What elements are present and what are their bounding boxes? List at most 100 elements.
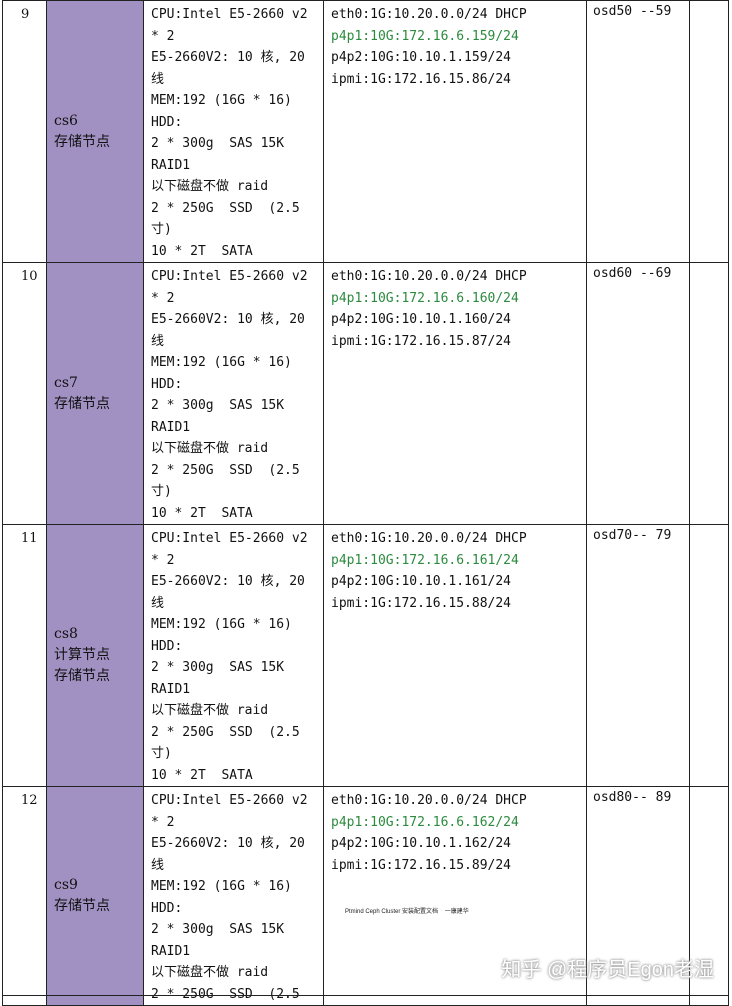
osd-range: osd60 --69 — [593, 266, 672, 281]
hardware-line: RAID1 — [151, 681, 191, 697]
host-cell: cs9 存储节点 — [46, 786, 144, 1006]
row-number-cell: 9 — [2, 0, 47, 263]
hardware-line: E5-2660V2: 10 核, 20 — [151, 574, 305, 589]
host-line: 存储节点 — [54, 395, 110, 412]
hardware-line: 线 — [151, 71, 165, 87]
osd-cell: osd70-- 79 — [586, 524, 690, 787]
network-cell: eth0:1G:10.20.0.0/24 DHCP p4p1:10G:172.16… — [323, 262, 587, 525]
hardware-line: 寸) — [151, 222, 172, 237]
row-number: 9 — [21, 7, 30, 22]
host-line: 存储节点 — [54, 898, 110, 914]
hardware-line: * 2 — [151, 28, 175, 44]
hardware-line: 10 * 2T SATA — [151, 767, 253, 783]
row-number-cell: 11 — [2, 524, 47, 787]
hardware-line: CPU:Intel E5-2660 v2 — [151, 793, 308, 808]
network-line: eth0:1G:10.20.0.0/24 DHCP — [331, 793, 527, 808]
hardware-line: E5-2660V2: 10 核, 20 — [151, 50, 305, 65]
hardware-line: E5-2660V2: 10 核, 20 — [151, 312, 305, 327]
osd-cell: osd80-- 89 — [586, 786, 690, 1006]
network-line: ipmi:1G:172.16.15.88/24 — [331, 595, 512, 611]
osd-cell: osd50 --59 — [586, 0, 690, 263]
table-row: 11 cs8 计算节点存储节点 CPU:Intel E5-2660 v2 * 2 E5-2… — [2, 524, 729, 787]
hardware-line: MEM:192 (16G * 16) — [151, 93, 292, 108]
row-number: 10 — [21, 269, 38, 284]
empty-cell — [689, 524, 729, 787]
hardware-line: CPU:Intel E5-2660 v2 — [151, 269, 308, 284]
row-number: 12 — [21, 793, 38, 808]
hardware-line: * 2 — [151, 814, 175, 830]
host-line: 计算节点 — [54, 647, 110, 663]
hardware-line: 寸) — [151, 484, 172, 499]
network-line: eth0:1G:10.20.0.0/24 DHCP — [331, 269, 527, 284]
hardware-line: RAID1 — [151, 419, 191, 435]
network-line: p4p1:10G:172.16.6.161/24 — [331, 552, 519, 568]
empty-cell — [689, 0, 729, 263]
network-line: eth0:1G:10.20.0.0/24 DHCP — [331, 7, 527, 22]
hardware-line: HDD: — [151, 900, 183, 916]
host-line: cs8 — [54, 626, 78, 642]
network-line: p4p1:10G:172.16.6.160/24 — [331, 290, 519, 306]
network-line: ipmi:1G:172.16.15.87/24 — [331, 333, 512, 349]
row-number-cell: 10 — [2, 262, 47, 525]
row-number: 11 — [21, 531, 38, 546]
hardware-cell: CPU:Intel E5-2660 v2 * 2 E5-2660V2: 10 核, … — [143, 524, 324, 787]
hardware-line: MEM:192 (16G * 16) — [151, 617, 292, 632]
osd-cell: osd60 --69 — [586, 262, 690, 525]
hardware-line: MEM:192 (16G * 16) — [151, 355, 292, 370]
hardware-line: * 2 — [151, 290, 175, 306]
hardware-line: 2 * 300g SAS 15K — [151, 136, 285, 151]
host-cell: cs7 存储节点 — [46, 262, 144, 525]
table-row: 9 cs6 存储节点 CPU:Intel E5-2660 v2 * 2 E5-2660V2… — [2, 0, 729, 263]
host-line: cs7 — [54, 374, 78, 391]
hardware-line: 以下磁盘不做 raid — [151, 441, 269, 456]
host-line: 存储节点 — [54, 133, 110, 150]
host-line: 存储节点 — [54, 668, 110, 684]
table-bottom-border — [2, 995, 728, 996]
network-line: p4p1:10G:172.16.6.159/24 — [331, 28, 519, 44]
network-cell: eth0:1G:10.20.0.0/24 DHCP p4p1:10G:172.16… — [323, 0, 587, 263]
hardware-cell: CPU:Intel E5-2660 v2 * 2 E5-2660V2: 10 核, … — [143, 786, 324, 1006]
table-row: 10 cs7 存储节点 CPU:Intel E5-2660 v2 * 2 E5-2660V… — [2, 262, 729, 525]
network-line: ipmi:1G:172.16.15.86/24 — [331, 71, 512, 87]
hardware-line: HDD: — [151, 114, 183, 130]
empty-cell — [689, 262, 729, 525]
hardware-line: 以下磁盘不做 raid — [151, 179, 269, 194]
network-line: p4p1:10G:172.16.6.162/24 — [331, 814, 519, 830]
network-line: p4p2:10G:10.10.1.162/24 — [331, 836, 512, 851]
table-row: 12 cs9 存储节点 CPU:Intel E5-2660 v2 * 2 E5-2660V… — [2, 786, 729, 1006]
host-line: cs9 — [54, 877, 78, 893]
hardware-line: 2 * 250G SSD (2.5 — [151, 724, 300, 740]
network-line: p4p2:10G:10.10.1.159/24 — [331, 50, 512, 65]
network-cell: eth0:1G:10.20.0.0/24 DHCP p4p1:10G:172.16… — [323, 524, 587, 787]
hardware-line: 线 — [151, 333, 165, 349]
hardware-line: 2 * 250G SSD (2.5 — [151, 200, 300, 216]
network-cell: eth0:1G:10.20.0.0/24 DHCP p4p1:10G:172.16… — [323, 786, 587, 1006]
document-caption: Ptmind Ceph Cluster 安装配置文档 一康建华 — [345, 909, 469, 915]
host-cell: cs6 存储节点 — [46, 0, 144, 263]
hardware-line: 寸) — [151, 746, 172, 761]
hardware-line: E5-2660V2: 10 核, 20 — [151, 836, 305, 851]
osd-range: osd80-- 89 — [593, 790, 672, 805]
hardware-line: 线 — [151, 857, 165, 873]
osd-range: osd70-- 79 — [593, 528, 672, 543]
hardware-line: RAID1 — [151, 157, 191, 173]
osd-range: osd50 --59 — [593, 4, 672, 19]
hardware-line: HDD: — [151, 376, 183, 392]
hardware-line: CPU:Intel E5-2660 v2 — [151, 531, 308, 546]
hardware-line: 以下磁盘不做 raid — [151, 703, 269, 718]
hardware-line: 线 — [151, 595, 165, 611]
hardware-line: 2 * 250G SSD (2.5 — [151, 462, 300, 478]
hardware-line: 2 * 300g SAS 15K — [151, 398, 285, 413]
hardware-cell: CPU:Intel E5-2660 v2 * 2 E5-2660V2: 10 核, … — [143, 0, 324, 263]
hardware-line: 2 * 300g SAS 15K — [151, 922, 285, 937]
hardware-line: HDD: — [151, 638, 183, 654]
hardware-line: 10 * 2T SATA — [151, 505, 253, 521]
hardware-line: 以下磁盘不做 raid — [151, 965, 269, 980]
hardware-line: MEM:192 (16G * 16) — [151, 879, 292, 894]
watermark: 知乎 @程序员Egon老湿 — [501, 959, 714, 981]
hardware-line: 2 * 300g SAS 15K — [151, 660, 285, 675]
network-line: p4p2:10G:10.10.1.161/24 — [331, 574, 512, 589]
hardware-cell: CPU:Intel E5-2660 v2 * 2 E5-2660V2: 10 核, … — [143, 262, 324, 525]
host-line: cs6 — [54, 112, 78, 129]
